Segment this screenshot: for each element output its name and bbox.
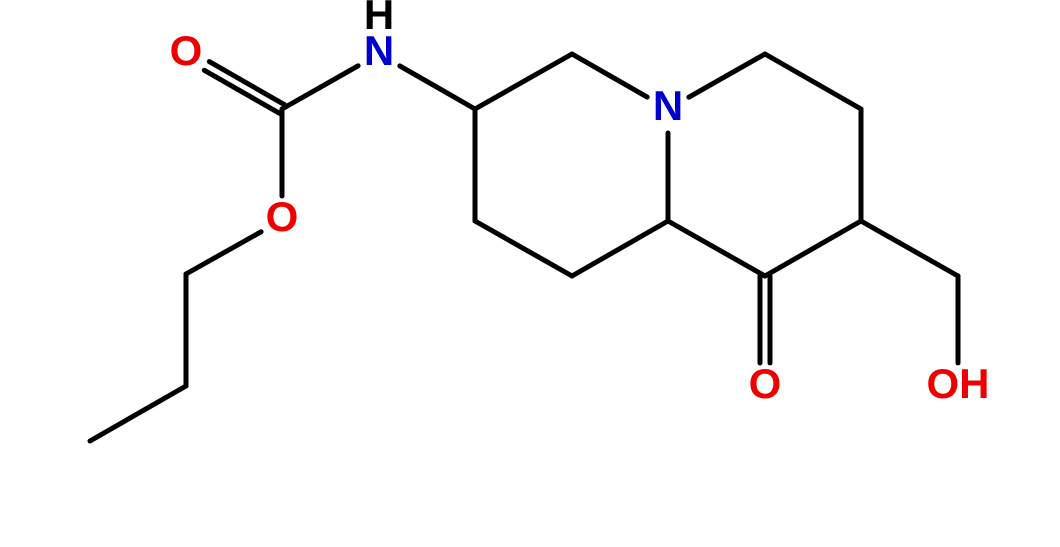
- n-atom-label: N: [653, 82, 683, 129]
- o-atom-label: O: [749, 360, 782, 407]
- o-atom-label: O: [266, 193, 299, 240]
- h-atom-label: H: [364, 0, 394, 38]
- bond-layer: [90, 54, 958, 441]
- molecule-diagram: OONHNOOH: [0, 0, 1060, 547]
- o-atom-label: OH: [927, 360, 990, 407]
- o-atom-label: O: [170, 27, 203, 74]
